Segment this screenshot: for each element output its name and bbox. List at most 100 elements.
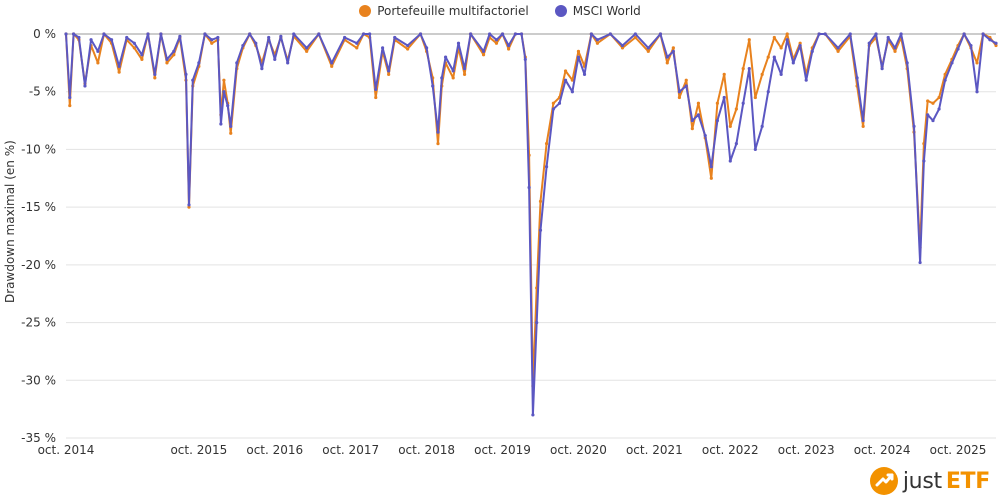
data-point — [722, 72, 726, 76]
data-point — [178, 34, 182, 38]
data-point — [551, 107, 555, 111]
data-point — [684, 78, 688, 82]
data-point — [494, 38, 499, 42]
data-point — [89, 38, 93, 42]
data-point — [665, 61, 669, 65]
data-point — [994, 41, 998, 45]
series-msci-world — [64, 32, 998, 417]
data-point — [880, 67, 884, 71]
data-point — [671, 46, 675, 50]
data-point — [557, 101, 562, 105]
data-point — [620, 46, 625, 50]
data-point — [273, 57, 277, 61]
data-point — [535, 320, 539, 325]
x-tick-label: oct. 2019 — [474, 443, 531, 457]
data-point — [159, 32, 163, 36]
data-point — [981, 32, 985, 36]
data-point — [969, 43, 973, 48]
data-point — [994, 43, 998, 48]
data-point — [893, 49, 897, 53]
data-point — [544, 165, 549, 169]
data-point — [899, 32, 903, 36]
data-point — [690, 118, 694, 123]
y-tick-label: -35 % — [21, 431, 56, 445]
data-point — [197, 61, 201, 65]
data-point — [595, 38, 600, 42]
data-point — [418, 32, 423, 36]
data-point — [216, 35, 220, 40]
data-point — [867, 41, 871, 45]
data-point — [931, 101, 935, 105]
data-point — [68, 95, 72, 100]
data-point — [374, 95, 378, 100]
data-point — [219, 122, 223, 126]
data-point — [317, 32, 321, 36]
data-point — [962, 32, 966, 36]
data-point — [817, 32, 821, 36]
legend-marker-portefeuille — [359, 5, 372, 17]
data-point — [292, 32, 296, 36]
data-point — [646, 49, 650, 53]
data-point — [355, 46, 359, 50]
data-point — [102, 32, 106, 36]
legend-label-portefeuille: Portefeuille multifactoriel — [377, 4, 529, 18]
data-point — [436, 130, 440, 134]
data-point — [975, 90, 979, 94]
data-point — [83, 84, 87, 88]
data-point — [172, 49, 176, 53]
data-point — [595, 41, 600, 45]
data-point — [443, 55, 448, 59]
legend-item-msci-world[interactable]: MSCI World — [554, 4, 641, 18]
data-point — [330, 61, 334, 65]
data-point — [393, 35, 397, 40]
data-point — [677, 95, 682, 100]
data-point — [531, 413, 535, 417]
data-point — [456, 41, 461, 45]
data-point — [696, 101, 701, 105]
legend-item-portefeuille[interactable]: Portefeuille multifactoriel — [359, 4, 529, 18]
x-tick-label: oct. 2022 — [702, 443, 759, 457]
data-point — [125, 35, 129, 40]
data-point — [671, 49, 675, 53]
data-point — [425, 46, 429, 50]
data-point — [563, 78, 568, 82]
data-point — [861, 124, 865, 128]
y-tick-label: -10 % — [21, 142, 56, 156]
data-point — [481, 49, 486, 53]
logo-text-etf: ETF — [945, 468, 990, 494]
data-point — [187, 205, 191, 209]
data-point — [406, 47, 410, 51]
x-tick-label: oct. 2018 — [398, 443, 455, 457]
justetf-logo-icon — [869, 467, 898, 495]
data-point — [267, 35, 271, 40]
data-point — [734, 142, 738, 146]
data-point — [753, 147, 757, 152]
y-tick-label: 0 % — [33, 27, 56, 41]
data-point — [760, 124, 764, 128]
data-point — [140, 57, 144, 61]
data-point — [633, 32, 637, 36]
data-point — [798, 43, 802, 48]
data-point — [734, 107, 738, 111]
data-point — [222, 90, 226, 94]
data-point — [848, 32, 852, 36]
data-point — [931, 118, 935, 123]
data-point — [684, 84, 688, 88]
data-point — [222, 78, 226, 82]
data-point — [226, 103, 230, 108]
data-point — [709, 176, 713, 180]
legend-marker-msci-world — [554, 5, 567, 17]
data-point — [766, 55, 770, 59]
data-point — [563, 69, 568, 73]
data-point — [374, 87, 378, 92]
data-point — [513, 32, 518, 36]
data-point — [248, 32, 252, 36]
data-point — [210, 41, 214, 45]
data-point — [715, 118, 719, 123]
data-point — [153, 72, 157, 76]
data-point — [582, 72, 587, 76]
data-point — [772, 55, 776, 59]
data-point — [823, 32, 827, 36]
justetf-logo: just ETF — [869, 466, 990, 496]
